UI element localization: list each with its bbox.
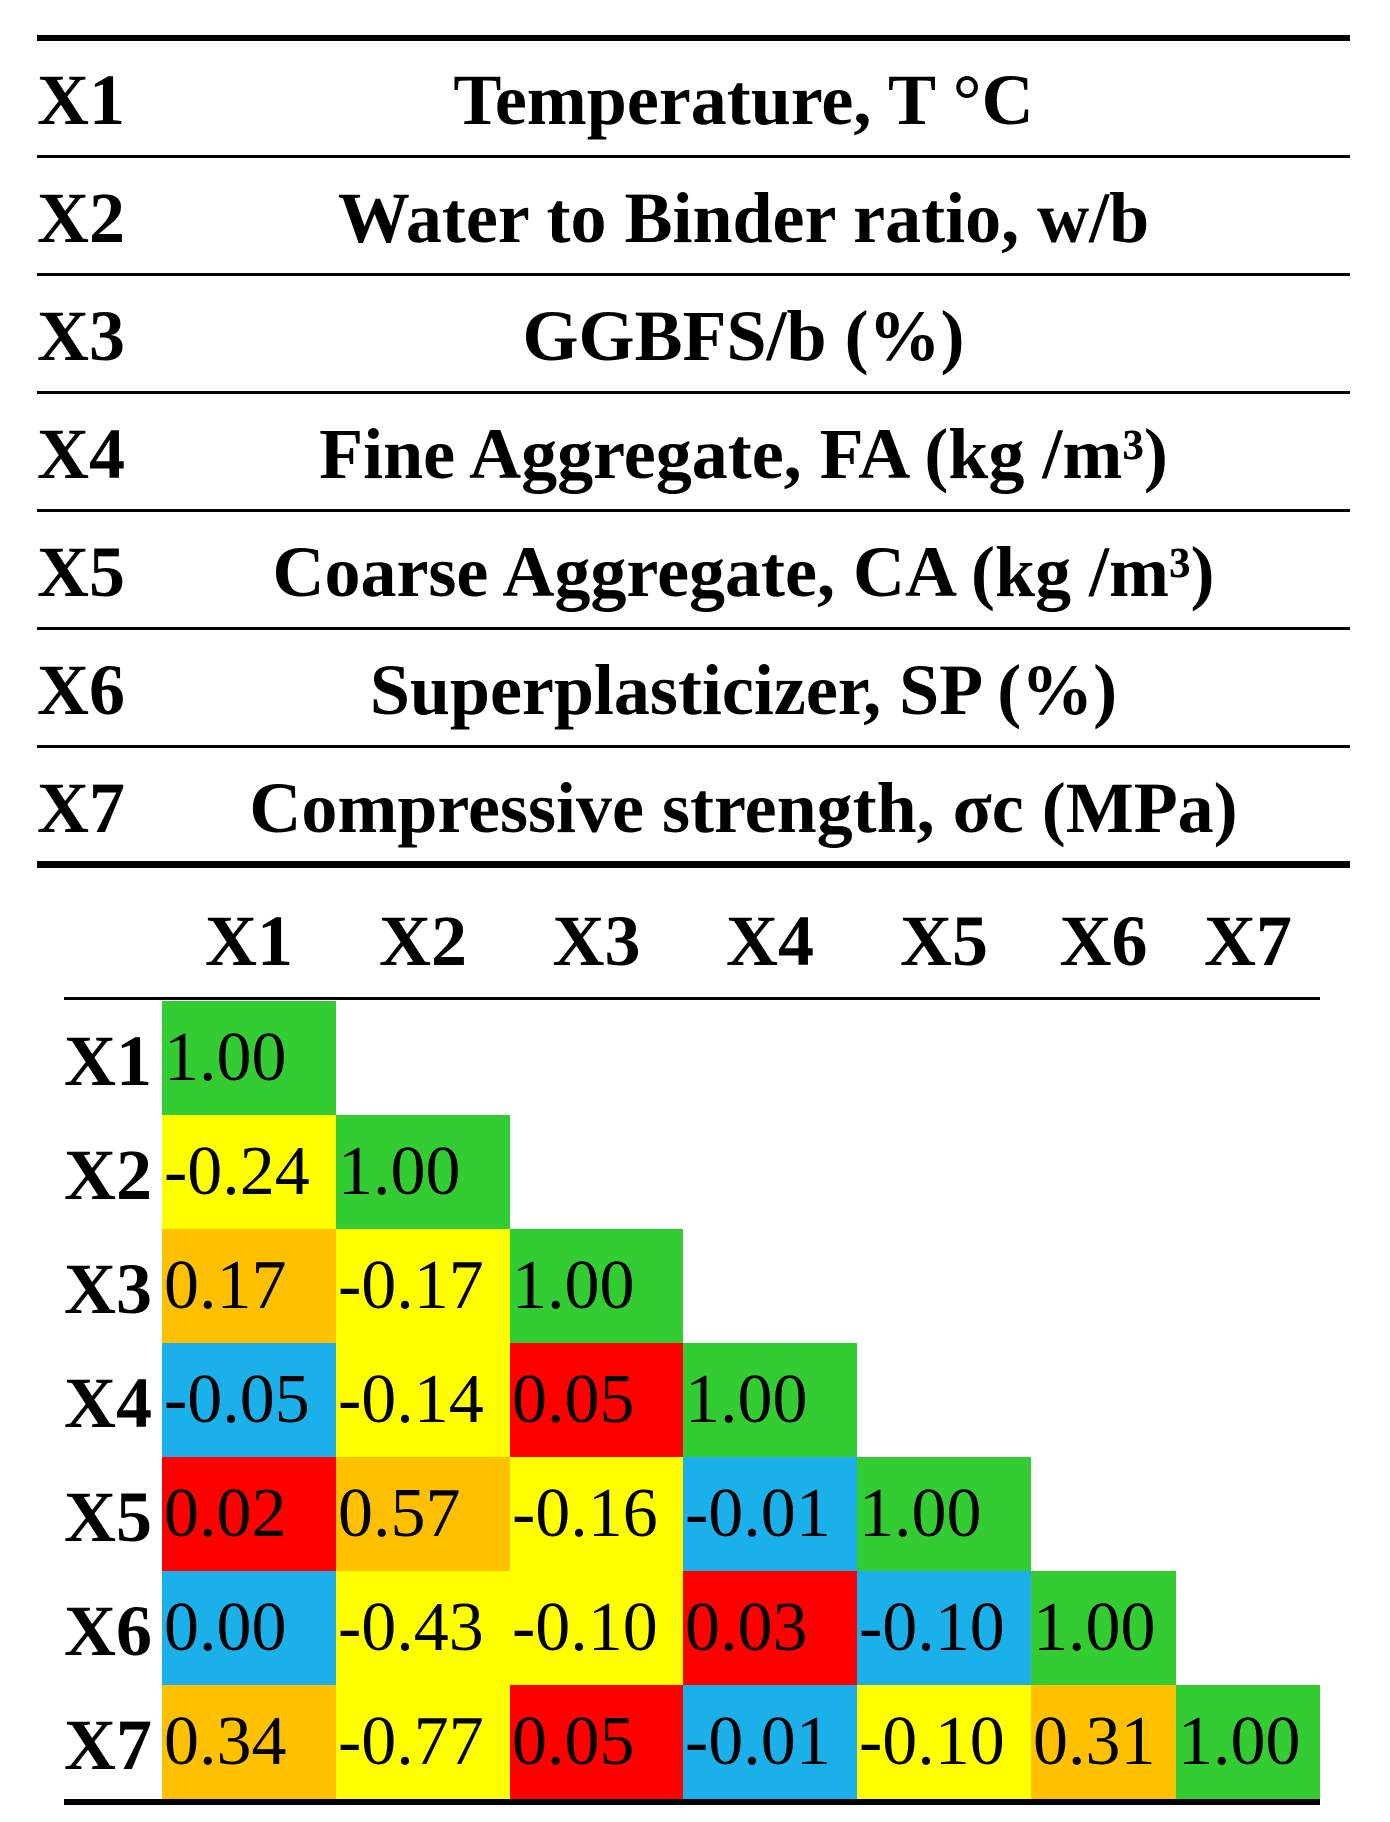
row-rule: [37, 154, 1350, 158]
variable-description: Superplasticizer, SP (%): [369, 650, 1118, 730]
correlation-cell: 1.00: [857, 1457, 1031, 1571]
variable-id: X7: [37, 768, 125, 848]
variable-id: X2: [37, 178, 125, 258]
correlation-cell: -0.01: [683, 1685, 857, 1799]
correlation-cell: -0.14: [336, 1343, 510, 1457]
correlation-cell: 1.00: [336, 1115, 510, 1229]
column-header: X2: [379, 901, 467, 981]
row-rule: [37, 390, 1350, 394]
correlation-cell: 0.05: [510, 1685, 683, 1799]
row-header: X5: [64, 1477, 152, 1557]
column-header: X4: [726, 901, 814, 981]
variable-id: X1: [37, 60, 125, 140]
variable-id: X5: [37, 532, 125, 612]
matrix-bottom-rule: [64, 1799, 1320, 1805]
variable-id: X6: [37, 650, 125, 730]
correlation-cell: 1.00: [1176, 1685, 1320, 1799]
column-header: X7: [1204, 901, 1292, 981]
top-rule: [37, 35, 1350, 41]
row-header: X3: [64, 1249, 152, 1329]
row-rule: [37, 272, 1350, 276]
correlation-cell: 1.00: [683, 1343, 857, 1457]
bottom-rule: [37, 861, 1350, 868]
variable-description: Coarse Aggregate, CA (kg /m³): [272, 532, 1215, 612]
correlation-cell: 0.34: [162, 1685, 336, 1799]
column-header: X6: [1059, 901, 1148, 981]
correlation-cell: -0.01: [683, 1457, 857, 1571]
row-header: X7: [64, 1705, 152, 1785]
row-header: X2: [64, 1135, 152, 1215]
correlation-cell: -0.24: [162, 1115, 336, 1229]
variable-description: GGBFS/b (%): [522, 296, 965, 376]
header-rule: [64, 997, 1320, 1000]
row-header: X1: [64, 1021, 152, 1101]
correlation-cell: -0.43: [336, 1571, 510, 1685]
correlation-cell: -0.17: [336, 1229, 510, 1343]
column-header: X3: [552, 901, 641, 981]
correlation-cell: 0.05: [510, 1343, 683, 1457]
correlation-cell: -0.10: [510, 1571, 683, 1685]
correlation-cell: -0.77: [336, 1685, 510, 1799]
column-header: X1: [205, 901, 293, 981]
variable-description: Compressive strength, σc (MPa): [249, 768, 1238, 848]
correlation-cell: 0.02: [162, 1457, 336, 1571]
correlation-cell: 1.00: [510, 1229, 683, 1343]
correlation-cell: 0.31: [1031, 1685, 1176, 1799]
variable-id: X3: [37, 296, 125, 376]
column-header: X5: [900, 901, 988, 981]
row-rule: [37, 744, 1350, 748]
row-rule: [37, 626, 1350, 630]
correlation-cell: -0.16: [510, 1457, 683, 1571]
variable-description: Fine Aggregate, FA (kg /m³): [319, 414, 1168, 494]
correlation-cell: 1.00: [1031, 1571, 1176, 1685]
correlation-cell: -0.10: [857, 1571, 1031, 1685]
variable-id: X4: [37, 414, 125, 494]
variable-description: Temperature, T °C: [453, 60, 1034, 140]
row-header: X4: [64, 1363, 152, 1443]
correlation-cell: -0.10: [857, 1685, 1031, 1799]
correlation-cell: 0.03: [683, 1571, 857, 1685]
correlation-cell: 0.00: [162, 1571, 336, 1685]
correlation-cell: 1.00: [162, 1001, 336, 1115]
variable-description: Water to Binder ratio, w/b: [337, 178, 1150, 258]
row-header: X6: [64, 1591, 152, 1671]
correlation-cell: -0.05: [162, 1343, 336, 1457]
correlation-cell: 0.57: [336, 1457, 510, 1571]
correlation-cell: 0.17: [162, 1229, 336, 1343]
row-rule: [37, 508, 1350, 512]
